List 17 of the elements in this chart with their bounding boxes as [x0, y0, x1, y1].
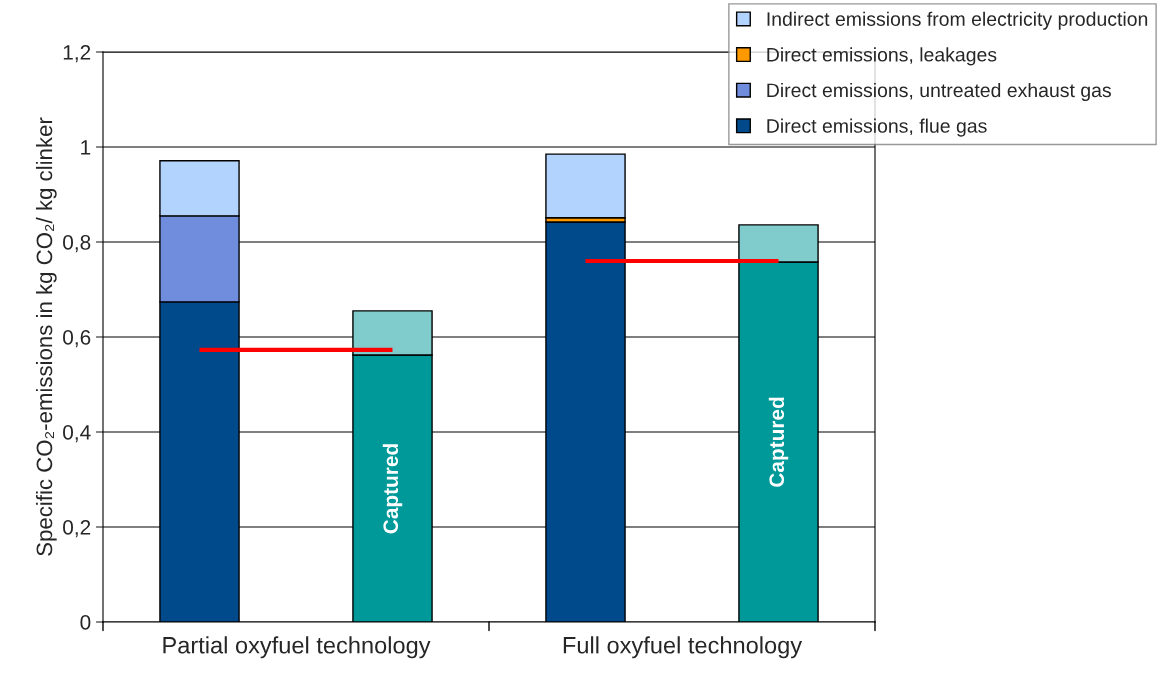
- y-axis-title: Specific CO₂-emissions in kg CO₂/ kg clinker: [35, 117, 57, 556]
- y-tick-label: 0: [80, 615, 91, 630]
- legend-label: Indirect emissions from electricity production: [767, 11, 1148, 30]
- bar: [545, 153, 626, 219]
- y-tick-label: 0,8: [63, 235, 91, 253]
- legend-label: Direct emissions, leakages: [767, 47, 997, 66]
- y-tick-label: 1,2: [63, 45, 91, 63]
- y-tick-label: 0,2: [63, 520, 91, 538]
- data-label: Captured: [382, 444, 403, 534]
- text: Partial oxyfuel technology: [163, 636, 431, 659]
- text: Full oxyfuel technology: [563, 636, 803, 659]
- y-tick-label: 0,6: [63, 330, 91, 348]
- data-label: Captured: [768, 397, 789, 487]
- legend-label: Direct emissions, flue gas: [767, 118, 987, 137]
- legend-label: Direct emissions, untreated exhaust gas: [767, 82, 1111, 102]
- y-tick-label: 0,4: [63, 425, 91, 443]
- y-tick-label: 1: [81, 140, 91, 155]
